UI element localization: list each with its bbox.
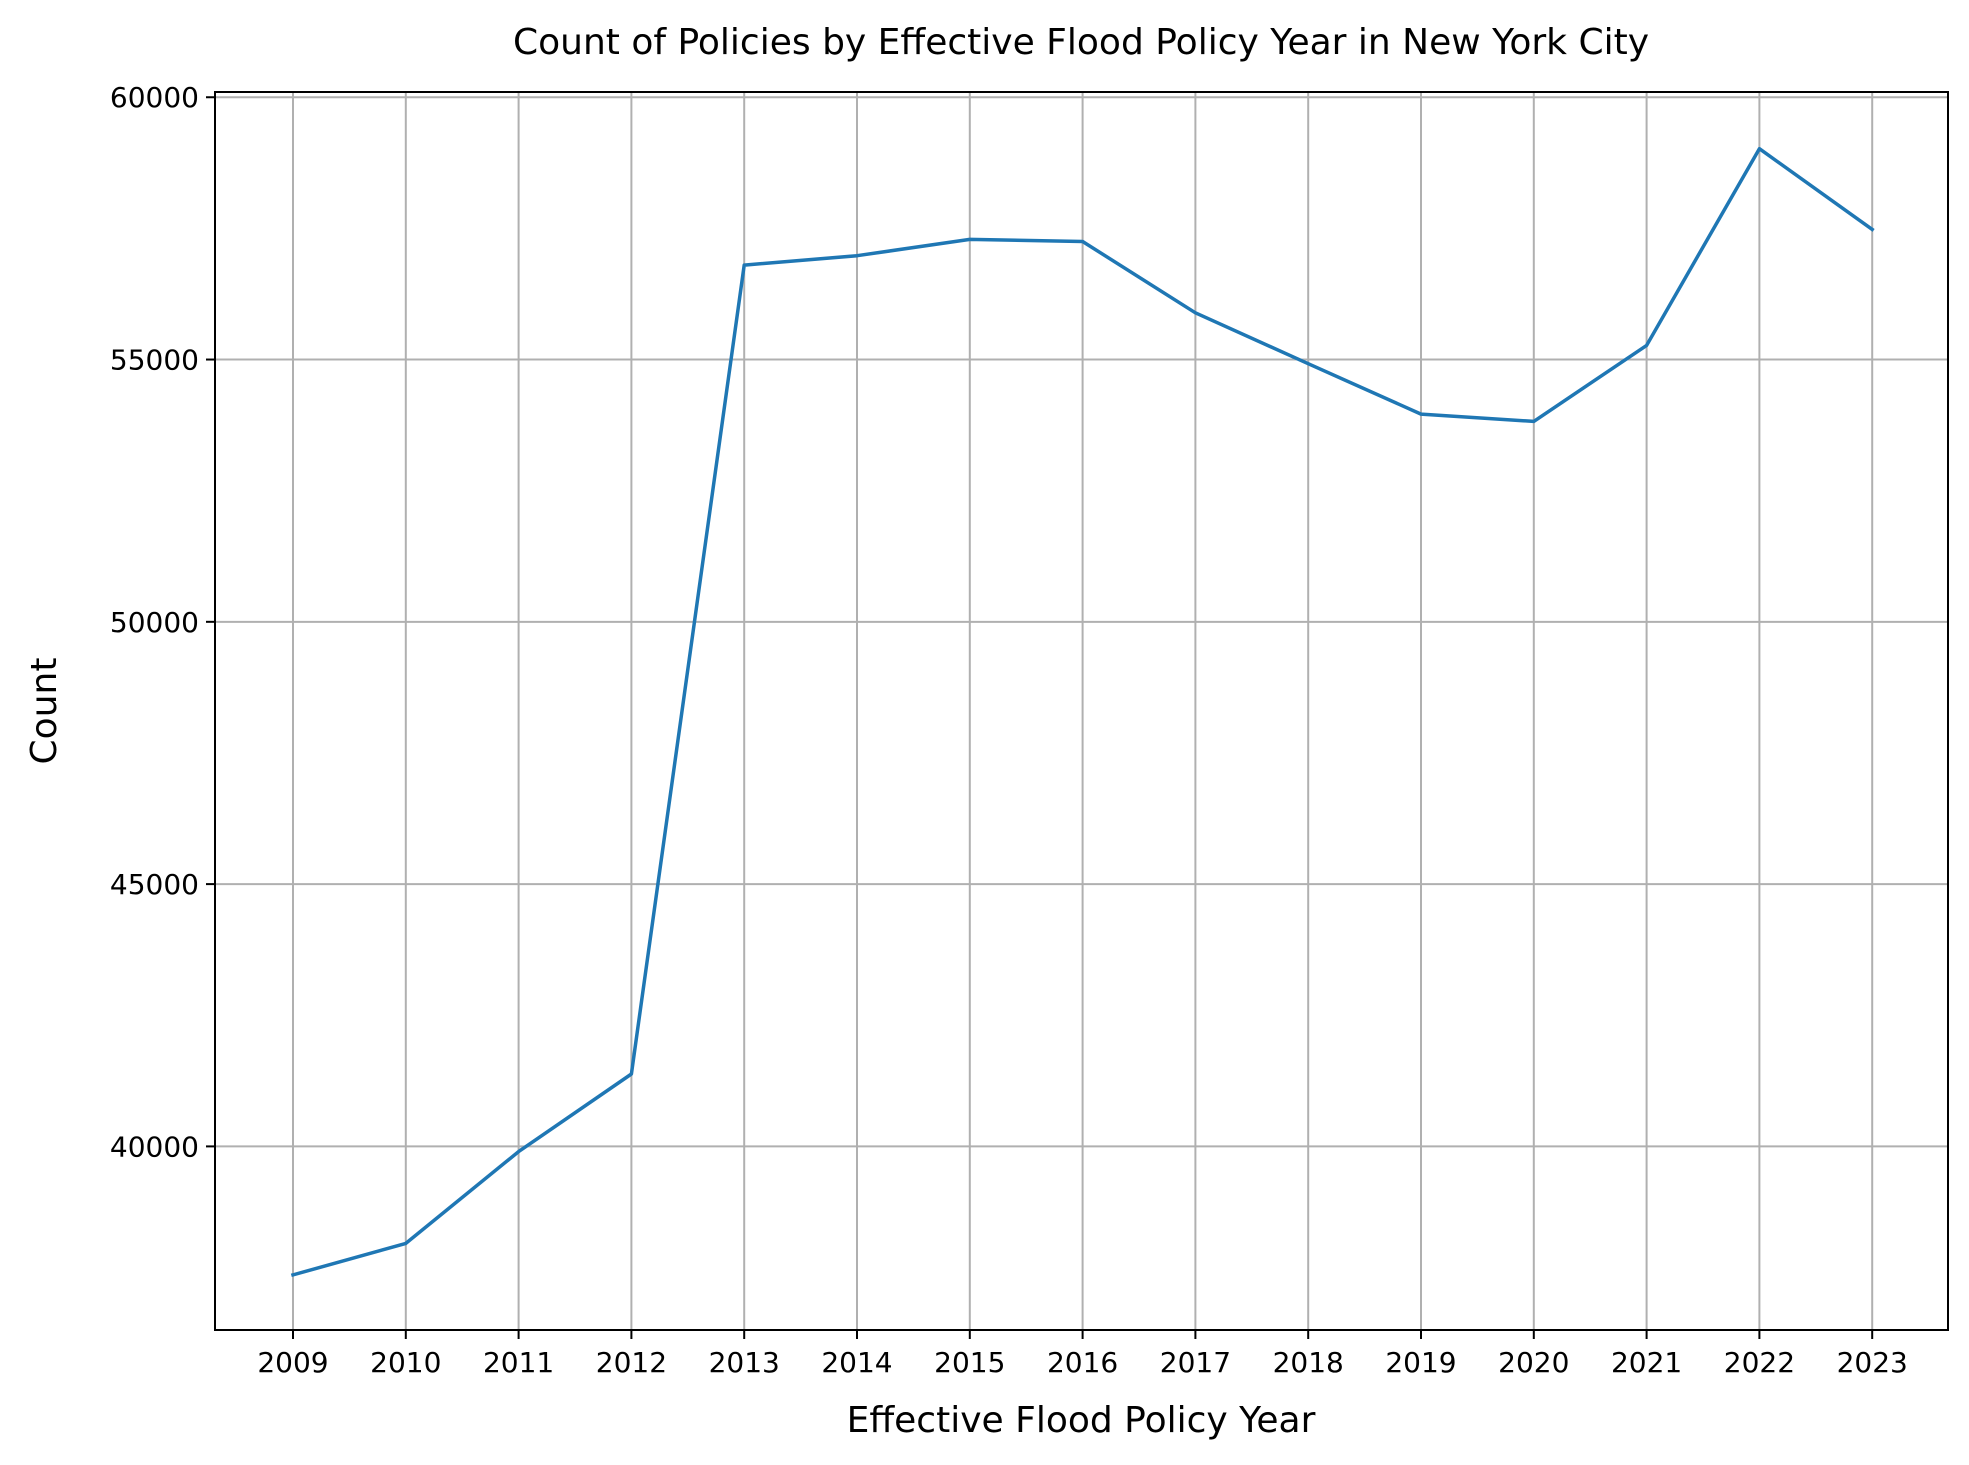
x-tick-label: 2021 [1611, 1346, 1682, 1379]
y-tick-label: 50000 [110, 606, 199, 639]
y-tick-label: 45000 [110, 868, 199, 901]
x-tick-label: 2015 [934, 1346, 1005, 1379]
x-tick-label: 2016 [1047, 1346, 1118, 1379]
x-tick-label: 2020 [1498, 1346, 1569, 1379]
x-tick-label: 2011 [483, 1346, 554, 1379]
plot-frame [214, 91, 1949, 1331]
x-tick-label: 2023 [1837, 1346, 1908, 1379]
x-tick-label: 2018 [1273, 1346, 1344, 1379]
y-axis-label: Count [24, 658, 65, 765]
x-tick-label: 2013 [709, 1346, 780, 1379]
grid-layer [215, 92, 1948, 1330]
ticks-layer: 2009 2010 2011 2012 2013 2014 2015 2016 2017 2018… [110, 81, 1908, 1379]
y-tick-label: 40000 [110, 1130, 199, 1163]
x-tick-label: 2019 [1385, 1346, 1456, 1379]
x-axis-label: Effective Flood Policy Year [847, 1400, 1316, 1441]
y-tick-label: 60000 [110, 81, 199, 114]
x-tick-label: 2009 [257, 1346, 328, 1379]
x-tick-label: 2014 [821, 1346, 892, 1379]
series-line-0 [290, 146, 1875, 1278]
y-tick-label: 55000 [110, 344, 199, 377]
x-tick-label: 2022 [1724, 1346, 1795, 1379]
x-tick-label: 2010 [370, 1346, 441, 1379]
x-tick-label: 2012 [596, 1346, 667, 1379]
series-layer [290, 146, 1875, 1278]
chart-title: Count of Policies by Effective Flood Pol… [513, 22, 1649, 63]
x-tick-label: 2017 [1160, 1346, 1231, 1379]
